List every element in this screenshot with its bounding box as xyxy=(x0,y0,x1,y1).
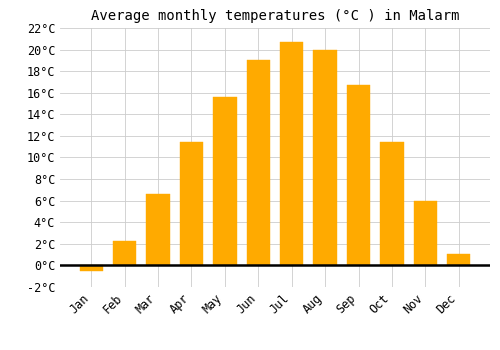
Bar xyxy=(347,85,370,265)
Bar xyxy=(380,142,404,265)
Bar xyxy=(213,97,236,265)
Bar xyxy=(113,240,136,265)
Bar xyxy=(246,60,270,265)
Bar xyxy=(146,194,170,265)
Bar xyxy=(180,142,203,265)
Bar xyxy=(447,253,470,265)
Bar xyxy=(414,201,437,265)
Title: Average monthly temperatures (°C ) in Malarm: Average monthly temperatures (°C ) in Ma… xyxy=(91,9,459,23)
Bar xyxy=(80,265,103,271)
Bar xyxy=(314,50,337,265)
Bar xyxy=(280,42,303,265)
